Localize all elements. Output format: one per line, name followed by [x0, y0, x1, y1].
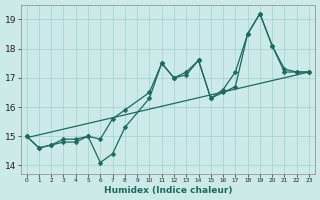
X-axis label: Humidex (Indice chaleur): Humidex (Indice chaleur) [104, 186, 232, 195]
